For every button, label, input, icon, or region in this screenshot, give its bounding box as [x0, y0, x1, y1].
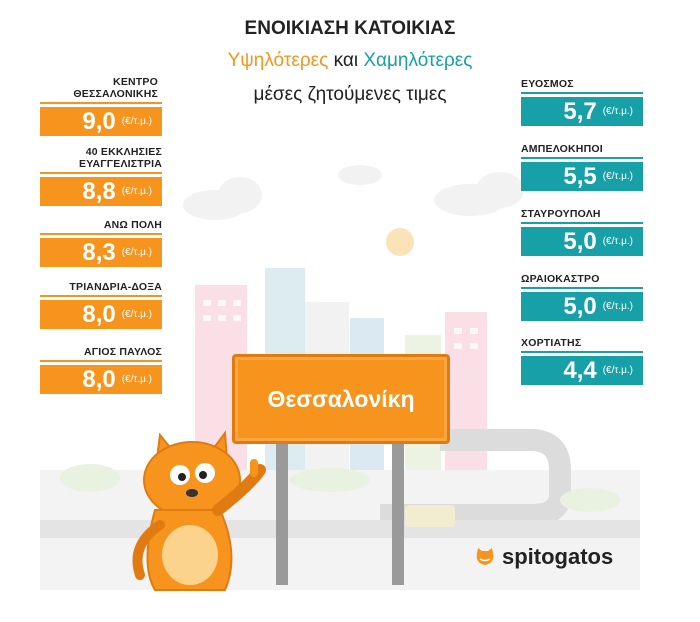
- area-name: ΑΓΙΟΣ ΠΑΥΛΟΣ: [83, 346, 162, 358]
- highest-area-item: ΑΝΩ ΠΟΛΗ 8,3 (€/τ.μ.): [40, 219, 162, 267]
- area-name: ΣΤΑΥΡΟΥΠΟΛΗ: [521, 208, 601, 220]
- brand-logo: spitogatos: [474, 544, 613, 570]
- highest-label: Υψηλότερες: [227, 50, 329, 71]
- price-value: 4,4: [563, 356, 597, 384]
- price-unit: (€/τ.μ.): [602, 236, 633, 247]
- highest-area-item: ΤΡΙΑΝΔΡΙΑ-ΔΟΞΑ 8,0 (€/τ.μ.): [40, 281, 162, 329]
- price-value: 8,0: [82, 300, 116, 328]
- divider: [521, 222, 643, 224]
- area-name: ΑΝΩ ΠΟΛΗ: [103, 219, 162, 231]
- and-label: και: [333, 50, 359, 71]
- divider: [40, 172, 162, 174]
- cat-head-icon: [476, 548, 494, 565]
- price-value: 5,0: [563, 227, 597, 255]
- highest-area-item: ΑΓΙΟΣ ΠΑΥΛΟΣ 8,0 (€/τ.μ.): [40, 346, 162, 394]
- divider: [521, 157, 643, 159]
- price-value: 9,0: [82, 107, 116, 135]
- area-name: 40 ΕΚΚΛΗΣΙΕΣ ΕΥΑΓΓΕΛΙΣΤΡΙΑ: [78, 146, 162, 170]
- page-title: ΕΝΟΙΚΙΑΣΗ ΚΑΤΟΙΚΙΑΣ: [244, 18, 456, 39]
- price-value: 8,0: [82, 365, 116, 393]
- area-name: ΑΜΠΕΛΟΚΗΠΟΙ: [521, 143, 603, 155]
- area-name: ΕΥΟΣΜΟΣ: [521, 78, 574, 90]
- price-unit: (€/τ.μ.): [602, 301, 633, 312]
- price-unit: (€/τ.μ.): [602, 171, 633, 182]
- price-box: 5,0 (€/τ.μ.): [521, 292, 643, 321]
- lowest-area-item: ΩΡΑΙΟΚΑΣΤΡΟ 5,0 (€/τ.μ.): [521, 273, 643, 321]
- price-unit: (€/τ.μ.): [121, 116, 152, 127]
- price-value: 5,5: [563, 162, 597, 190]
- lowest-area-item: ΧΟΡΤΙΑΤΗΣ 4,4 (€/τ.μ.): [521, 337, 643, 385]
- divider: [40, 233, 162, 235]
- area-name: ΧΟΡΤΙΑΤΗΣ: [521, 337, 582, 349]
- area-name: ΚΕΝΤΡΟ ΘΕΣΣΑΛΟΝΙΚΗΣ: [73, 76, 158, 100]
- subtitle-line-2: μέσες ζητούμενες τιμες: [253, 84, 447, 105]
- price-box: 8,3 (€/τ.μ.): [40, 238, 162, 267]
- price-unit: (€/τ.μ.): [121, 309, 152, 320]
- price-value: 8,8: [82, 177, 116, 205]
- brand-name: spitogatos: [502, 544, 614, 569]
- highest-area-item: 40 ΕΚΚΛΗΣΙΕΣ ΕΥΑΓΓΕΛΙΣΤΡΙΑ 8,8 (€/τ.μ.): [40, 146, 162, 206]
- subtitle-line-1: Υψηλότερες και Χαμηλότερες: [0, 50, 700, 72]
- divider: [40, 102, 162, 104]
- price-unit: (€/τ.μ.): [121, 247, 152, 258]
- price-unit: (€/τ.μ.): [602, 365, 633, 376]
- price-value: 8,3: [82, 238, 116, 266]
- price-box: 8,0 (€/τ.μ.): [40, 365, 162, 394]
- area-name: ΩΡΑΙΟΚΑΣΤΡΟ: [521, 273, 600, 285]
- divider: [521, 287, 643, 289]
- lowest-label: Χαμηλότερες: [363, 50, 473, 71]
- price-box: 5,7 (€/τ.μ.): [521, 97, 643, 126]
- divider: [40, 295, 162, 297]
- lowest-area-item: ΣΤΑΥΡΟΥΠΟΛΗ 5,0 (€/τ.μ.): [521, 208, 643, 256]
- lowest-area-item: ΑΜΠΕΛΟΚΗΠΟΙ 5,5 (€/τ.μ.): [521, 143, 643, 191]
- price-box: 8,8 (€/τ.μ.): [40, 177, 162, 206]
- price-box: 8,0 (€/τ.μ.): [40, 300, 162, 329]
- price-box: 5,5 (€/τ.μ.): [521, 162, 643, 191]
- price-unit: (€/τ.μ.): [121, 186, 152, 197]
- price-unit: (€/τ.μ.): [602, 106, 633, 117]
- highest-area-item: ΚΕΝΤΡΟ ΘΕΣΣΑΛΟΝΙΚΗΣ 9,0 (€/τ.μ.): [40, 76, 162, 136]
- area-name: ΤΡΙΑΝΔΡΙΑ-ΔΟΞΑ: [69, 281, 162, 293]
- price-unit: (€/τ.μ.): [121, 374, 152, 385]
- city-sign: Θεσσαλονίκη: [232, 354, 450, 444]
- divider: [521, 92, 643, 94]
- price-value: 5,7: [563, 97, 597, 125]
- divider: [521, 351, 643, 353]
- lowest-area-item: ΕΥΟΣΜΟΣ 5,7 (€/τ.μ.): [521, 78, 643, 126]
- cat-mascot: [132, 430, 266, 591]
- divider: [40, 360, 162, 362]
- price-box: 4,4 (€/τ.μ.): [521, 356, 643, 385]
- price-box: 5,0 (€/τ.μ.): [521, 227, 643, 256]
- price-box: 9,0 (€/τ.μ.): [40, 107, 162, 136]
- price-value: 5,0: [563, 292, 597, 320]
